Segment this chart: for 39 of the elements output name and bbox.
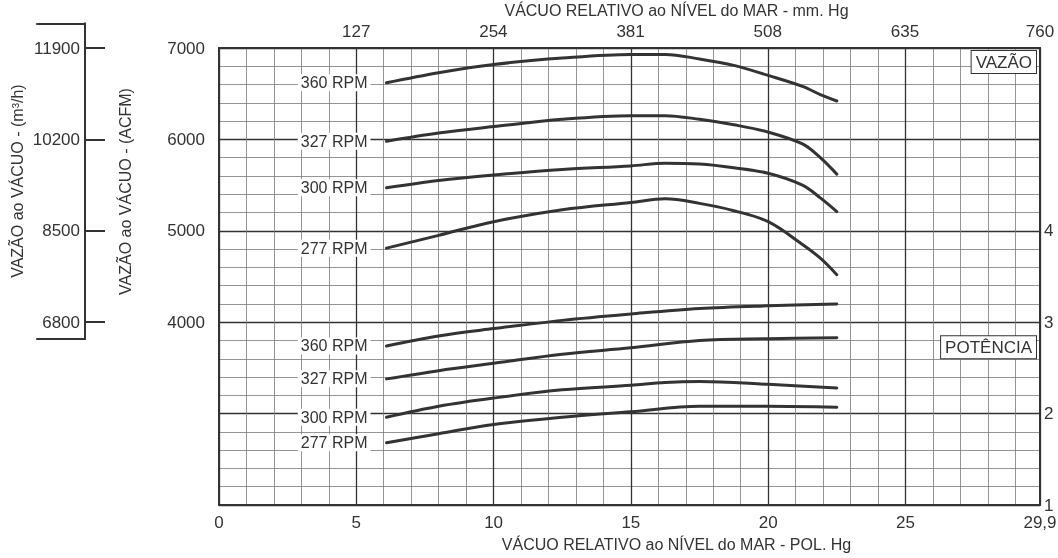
x2-tick-label: 254 (479, 22, 508, 41)
series-label: 277 RPM (300, 239, 368, 257)
y-axis-title: VAZÃO ao VÁCUO - (ACFM) (114, 88, 134, 295)
y2-tick-label: 1 (1044, 495, 1054, 515)
x-axis-title: VÁCUO RELATIVO ao NÍVEL do MAR - POL. Hg (501, 534, 852, 553)
x-tick-label: 5 (351, 513, 362, 532)
y3-tick-label: 6800 (42, 312, 80, 332)
x2-tick-label: 508 (753, 22, 782, 41)
series-label: 360 RPM (300, 337, 368, 355)
x2-tick-label: 635 (890, 22, 920, 41)
y2-tick-label: 2 (1044, 404, 1054, 424)
series-label: 300 RPM (300, 408, 368, 426)
series-label: 327 RPM (300, 132, 368, 150)
y-tick-label: 7000 (167, 38, 205, 58)
x-tick-label: 29,9 (1023, 513, 1057, 532)
series-label: 360 RPM (300, 74, 368, 92)
x2-axis-title: VÁCUO RELATIVO ao NÍVEL do MAR - mm. Hg (504, 0, 849, 19)
x2-tick-label: 760 (1025, 22, 1055, 41)
x-tick-label: 10 (484, 513, 504, 532)
y3-tick-label: 11900 (33, 38, 80, 58)
x2-tick-label: 127 (342, 22, 371, 41)
y-tick-label: 6000 (167, 129, 205, 149)
y3-tick-label: 10200 (32, 129, 80, 149)
annotation: POTÊNCIA (945, 338, 1033, 358)
series-label: 277 RPM (300, 434, 368, 452)
x-tick-label: 0 (214, 513, 224, 532)
x-tick-label: 25 (895, 513, 915, 532)
y2-tick-label: 4 (1044, 221, 1054, 241)
y-tick-label: 4000 (167, 312, 205, 332)
y2-tick-label: 3 (1044, 312, 1054, 332)
x2-tick-label: 381 (616, 22, 645, 41)
x-tick-label: 15 (621, 513, 641, 532)
y-tick-label: 5000 (167, 221, 205, 241)
annotation: VAZÃO (975, 53, 1033, 72)
y3-axis-title: VAZÃO ao VÁCUO - (m³/h) (6, 84, 26, 278)
series-label: 300 RPM (300, 179, 368, 197)
series-label: 327 RPM (300, 370, 368, 388)
x-tick-label: 20 (758, 513, 778, 532)
y3-tick-label: 8500 (42, 221, 80, 241)
